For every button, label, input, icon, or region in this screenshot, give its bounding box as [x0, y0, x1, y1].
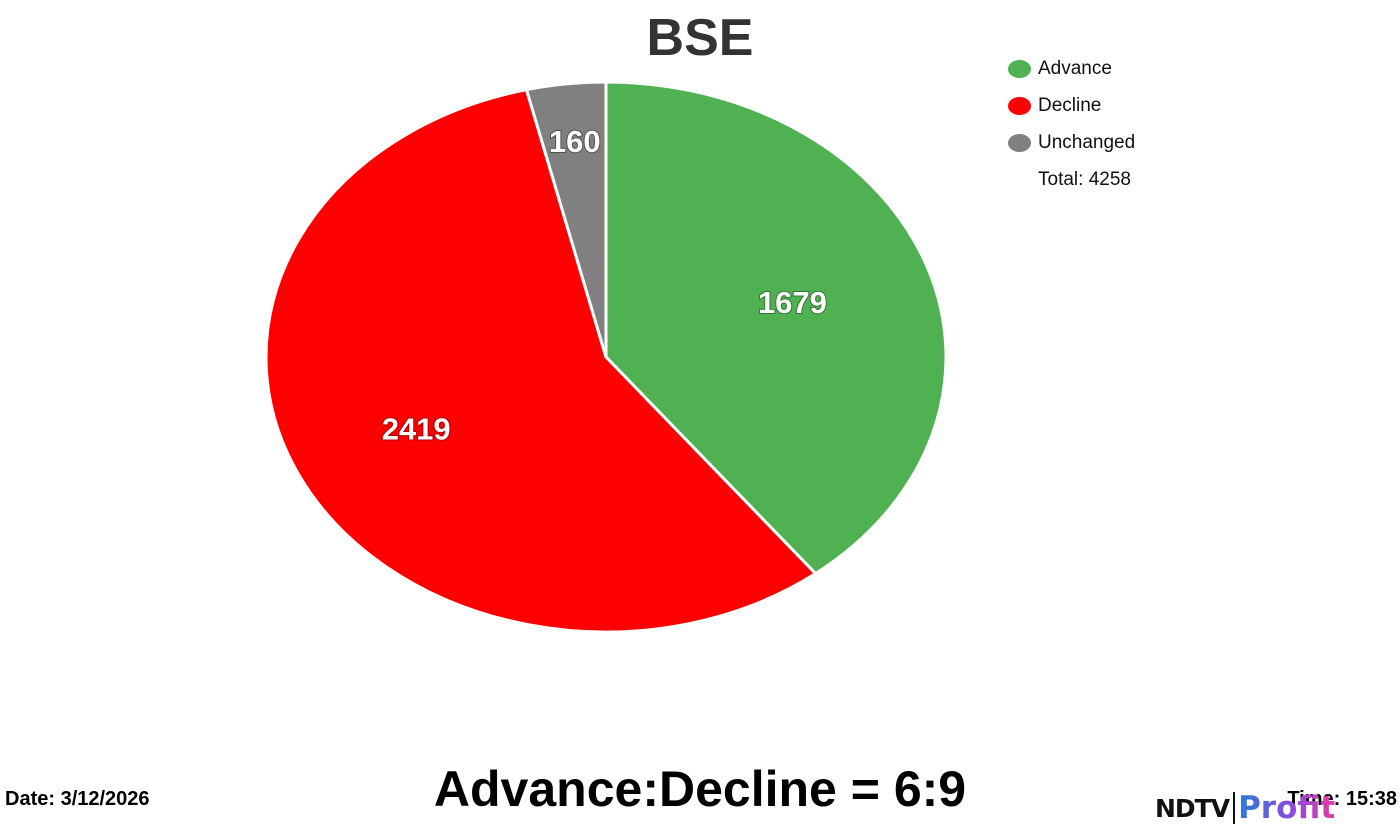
pie-slices	[264, 80, 948, 634]
chart-title: BSE	[646, 9, 754, 67]
legend-label-unchanged: Unchanged	[1038, 131, 1136, 153]
legend-swatch-advance	[1008, 59, 1031, 78]
legend-swatch-unchanged	[1008, 133, 1031, 152]
legend-item-advance: Advance	[1008, 50, 1135, 87]
logo-divider	[1233, 792, 1236, 824]
logo-profit-text: Profit	[1238, 790, 1336, 826]
legend-label-decline: Decline	[1038, 94, 1102, 116]
slice-value-label-decline: 2419	[382, 411, 451, 446]
time-label: Time: 15:38	[1287, 788, 1397, 810]
legend-item-unchanged: Unchanged	[1008, 124, 1135, 161]
pie-slice-advance	[604, 80, 948, 576]
pie-slice-unchanged	[524, 80, 608, 358]
ndtv-profit-logo: NDTV Profit	[1155, 790, 1335, 826]
slice-value-label-unchanged: 160	[549, 124, 601, 159]
date-label: Date: 3/12/2026	[5, 788, 150, 810]
advance-decline-ratio: Advance:Decline = 6:9	[433, 761, 967, 817]
pie-slice-labels: 1679 2419 160	[381, 123, 828, 447]
legend-total: Total: 4258	[1038, 169, 1131, 190]
legend-label-advance: Advance	[1038, 57, 1112, 79]
pie-slice-decline	[264, 87, 818, 634]
chart-legend: Advance Decline Unchanged Total: 4258	[1008, 50, 1135, 198]
legend-item-decline: Decline	[1008, 87, 1135, 124]
legend-swatch-decline	[1008, 96, 1031, 115]
slice-value-label-advance: 1679	[758, 285, 827, 320]
logo-ndtv-text: NDTV	[1155, 793, 1230, 823]
